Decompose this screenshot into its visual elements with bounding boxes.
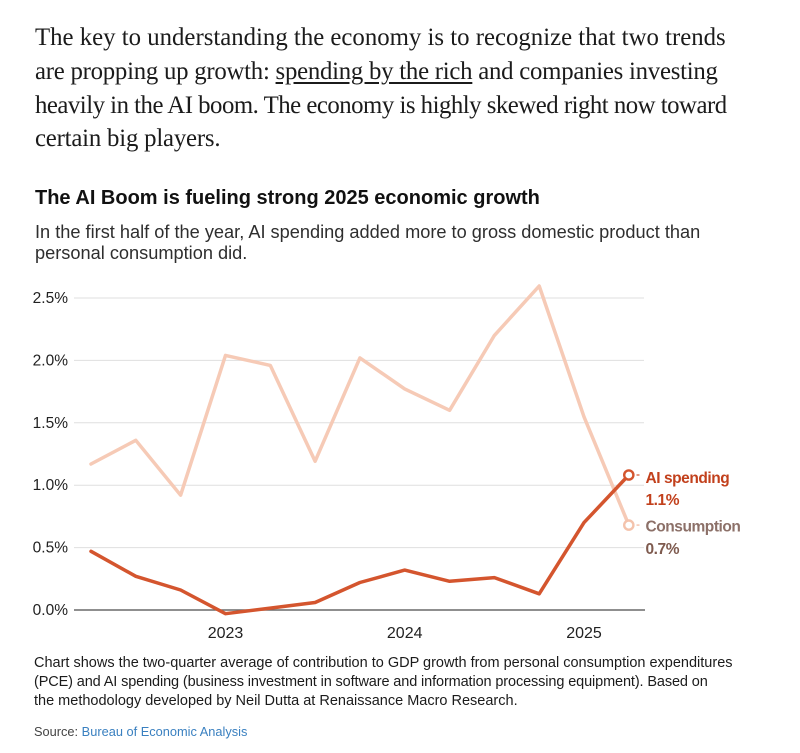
svg-text:2025: 2025	[566, 625, 602, 642]
svg-text:2024: 2024	[387, 625, 423, 642]
svg-text:1.5%: 1.5%	[33, 415, 69, 432]
svg-text:2.0%: 2.0%	[33, 352, 69, 369]
svg-text:1.1%: 1.1%	[646, 492, 680, 509]
svg-text:0.5%: 0.5%	[33, 540, 69, 557]
svg-text:Consumption: Consumption	[646, 518, 741, 535]
svg-text:2023: 2023	[208, 625, 244, 642]
svg-text:2.5%: 2.5%	[33, 290, 69, 307]
svg-text:0.7%: 0.7%	[646, 541, 680, 558]
svg-text:1.0%: 1.0%	[33, 477, 69, 494]
svg-text:0.0%: 0.0%	[33, 602, 69, 619]
svg-text:AI spending: AI spending	[646, 470, 730, 487]
